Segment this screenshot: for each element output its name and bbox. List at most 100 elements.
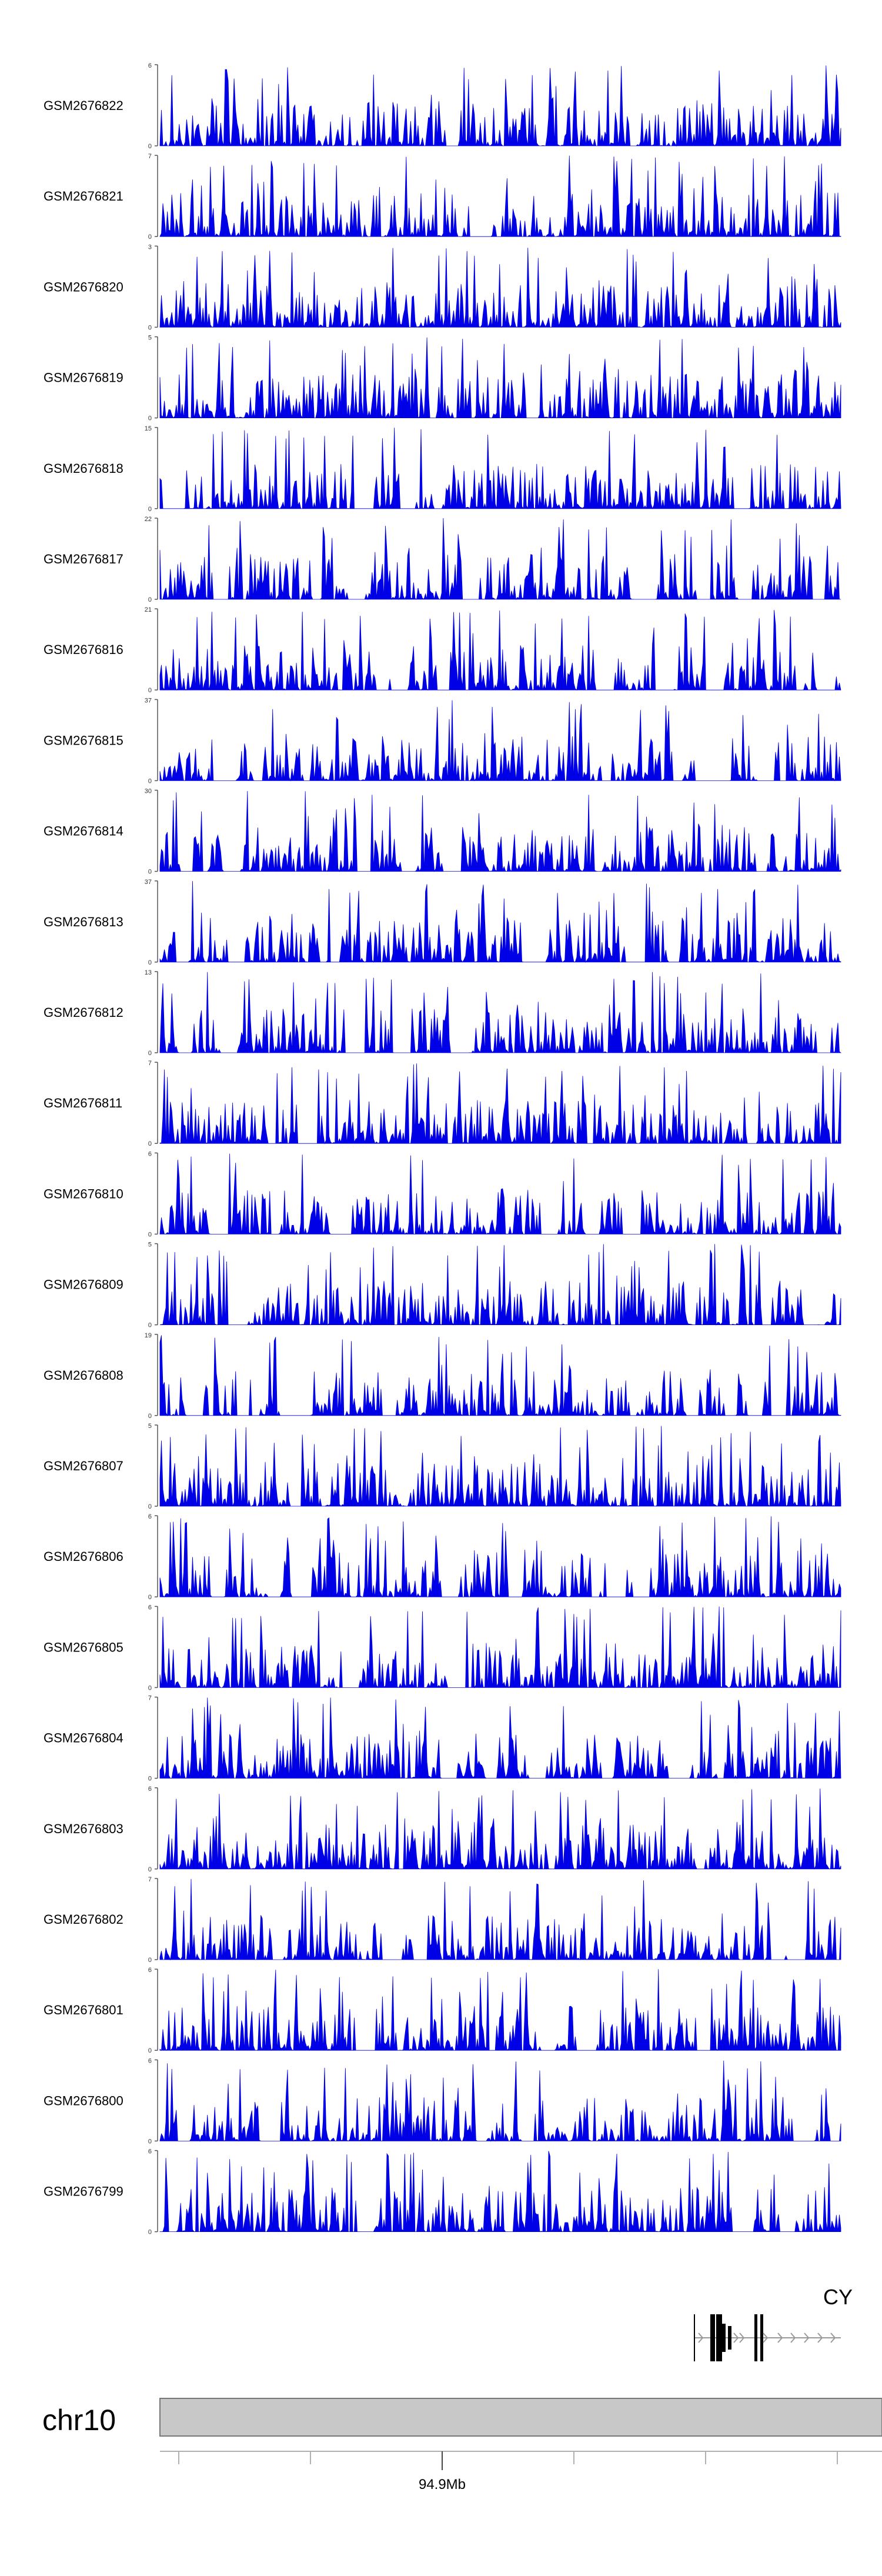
track-GSM2676808: GSM2676808 19 0 (44, 1332, 841, 1420)
track-GSM2676812: GSM2676812 13 0 (44, 969, 842, 1057)
track-GSM2676821: GSM2676821 7 0 (44, 153, 841, 241)
track-GSM2676804: GSM2676804 7 0 (44, 1695, 841, 1783)
gene-strand-arrow (804, 2333, 810, 2343)
track-y-tick-label: 0 (148, 233, 152, 241)
chromosome-ideogram: chr10 (42, 2398, 882, 2437)
track-y-tick-label: 0 (148, 506, 152, 513)
track-label: GSM2676807 (44, 1459, 123, 1473)
track-GSM2676810: GSM2676810 6 0 (44, 1150, 841, 1238)
coverage-area (159, 1878, 841, 1961)
track-label: GSM2676803 (44, 1821, 123, 1836)
track-label: GSM2676804 (44, 1731, 123, 1746)
track-GSM2676817: GSM2676817 22 0 (44, 516, 841, 603)
coverage-tracks: GSM267682260GSM267682170GSM267682030GSM2… (44, 62, 842, 2236)
gene-track: CY (694, 2285, 853, 2361)
track-label: GSM2676819 (44, 371, 123, 385)
track-GSM2676805: GSM2676805 6 0 (44, 1604, 841, 1691)
coverage-area (159, 790, 841, 873)
track-y-tick-label: 0 (148, 687, 152, 694)
track-GSM2676813: GSM2676813 37 0 (44, 879, 841, 966)
track-label: GSM2676809 (44, 1277, 123, 1292)
track-label: GSM2676812 (44, 1005, 123, 1020)
genome-axis-ticks (178, 2451, 838, 2470)
track-y-tick-label: 0 (148, 1594, 152, 1601)
coverage-area (159, 65, 841, 147)
gene-exon (719, 2324, 726, 2352)
track-GSM2676816: GSM2676816 21 0 (44, 606, 841, 694)
coverage-area (159, 2151, 841, 2233)
track-GSM2676811: GSM2676811 7 0 (44, 1060, 841, 1147)
track-y-tick-label: 6 (148, 1604, 152, 1611)
track-label: GSM2676810 (44, 1186, 123, 1201)
gene-strand-arrow (777, 2333, 783, 2343)
track-y-tick-label: 6 (148, 1150, 152, 1157)
coverage-area (159, 1153, 841, 1235)
gene-exon (728, 2326, 731, 2350)
coverage-area (159, 155, 841, 238)
track-GSM2676818: GSM2676818 15 0 (44, 425, 841, 513)
coverage-area (159, 1063, 841, 1144)
track-y-tick-label: 6 (148, 2057, 152, 2064)
track-label: GSM2676815 (44, 733, 123, 748)
track-y-tick-label: 0 (148, 1503, 152, 1510)
track-y-tick-label: 0 (148, 324, 152, 331)
coverage-area (159, 610, 841, 691)
track-y-tick-label: 0 (148, 1866, 152, 1873)
track-GSM2676820: GSM2676820 3 0 (44, 243, 841, 331)
coverage-area (159, 1244, 841, 1326)
track-y-tick-label: 7 (148, 153, 152, 160)
coverage-area (159, 1516, 841, 1598)
track-label: GSM2676822 (44, 98, 123, 113)
track-y-tick-label: 0 (148, 1140, 152, 1147)
track-label: GSM2676802 (44, 1912, 123, 1927)
track-GSM2676809: GSM2676809 5 0 (44, 1242, 841, 1329)
gene-label: CY (823, 2285, 853, 2309)
track-GSM2676800: GSM2676800 6 0 (44, 2057, 841, 2145)
coverage-area (159, 1697, 841, 1780)
track-label: GSM2676801 (44, 2003, 123, 2017)
track-label: GSM2676816 (44, 642, 123, 657)
track-y-tick-label: 5 (148, 1242, 152, 1249)
gene-strand-arrow (790, 2333, 796, 2343)
coverage-area (159, 1335, 841, 1417)
track-GSM2676822: GSM2676822 6 0 (44, 62, 841, 150)
chromosome-label: chr10 (42, 2404, 116, 2437)
coverage-area (159, 2060, 841, 2142)
coverage-area (159, 972, 842, 1054)
track-GSM2676814: GSM2676814 30 0 (44, 788, 841, 876)
track-GSM2676802: GSM2676802 7 0 (44, 1876, 841, 1964)
track-y-tick-label: 0 (148, 1050, 152, 1057)
track-GSM2676807: GSM2676807 5 0 (44, 1423, 841, 1510)
track-y-tick-label: 0 (148, 2047, 152, 2054)
track-GSM2676803: GSM2676803 6 0 (44, 1786, 841, 1873)
track-label: GSM2676821 (44, 189, 123, 203)
track-y-tick-label: 30 (145, 788, 152, 795)
gene-strand-arrow (739, 2333, 745, 2343)
track-y-tick-label: 0 (148, 1957, 152, 1964)
track-y-tick-label: 0 (148, 869, 152, 876)
gene-exon (694, 2314, 695, 2361)
track-label: GSM2676817 (44, 552, 123, 566)
track-y-tick-label: 6 (148, 1967, 152, 1974)
track-y-tick-label: 37 (145, 879, 152, 886)
track-y-tick-label: 7 (148, 1876, 152, 1883)
track-label: GSM2676820 (44, 279, 123, 294)
track-label: GSM2676818 (44, 461, 123, 476)
coverage-area (159, 1606, 841, 1689)
track-label: GSM2676799 (44, 2184, 123, 2199)
track-GSM2676799: GSM2676799 6 0 (44, 2148, 841, 2236)
coverage-area (159, 1426, 841, 1507)
track-y-tick-label: 5 (148, 335, 152, 342)
gene-exon (754, 2314, 757, 2361)
track-y-tick-label: 0 (148, 778, 152, 785)
track-y-tick-label: 0 (148, 2229, 152, 2236)
coverage-area (159, 248, 841, 328)
track-GSM2676819: GSM2676819 5 0 (44, 335, 841, 422)
coverage-area (159, 1788, 841, 1870)
track-GSM2676801: GSM2676801 6 0 (44, 1967, 841, 2054)
track-y-tick-label: 6 (148, 62, 152, 69)
track-label: GSM2676813 (44, 915, 123, 929)
genome-axis: 94.9Mb (160, 2451, 882, 2492)
track-y-tick-label: 0 (148, 415, 152, 422)
coverage-area (159, 1969, 841, 2051)
